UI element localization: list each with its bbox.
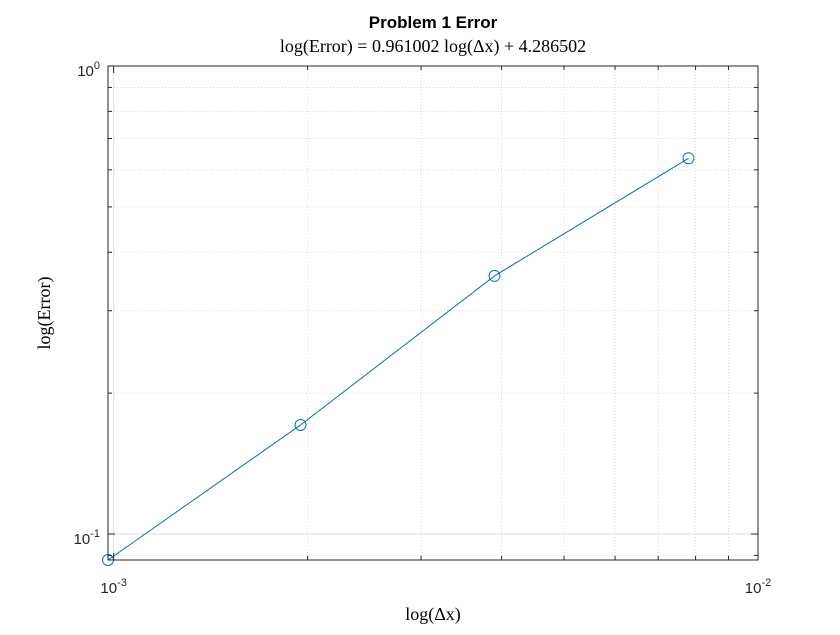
plot-area — [108, 66, 758, 560]
data-point-marker — [682, 152, 695, 165]
series-line — [107, 157, 689, 561]
series-layer — [102, 152, 695, 566]
tick-labels: 10-3 10-2 10-1 100 — [74, 60, 772, 597]
x-axis-label: log(Δx) — [405, 604, 461, 625]
x-tick-label: 10-3 — [100, 577, 126, 597]
y-tick-label: 10-1 — [74, 528, 100, 548]
y-axis-label: log(Error) — [34, 277, 55, 350]
tick-marks — [108, 65, 759, 560]
chart-title: Problem 1 Error — [369, 13, 498, 32]
data-point-marker — [488, 269, 501, 282]
chart-subtitle: log(Error) = 0.961002 log(Δx) + 4.286502 — [280, 36, 586, 57]
x-tick-label: 10-2 — [745, 577, 771, 597]
axes-box — [107, 65, 759, 561]
data-point-marker — [294, 418, 307, 431]
y-tick-label: 100 — [77, 60, 100, 80]
grid — [108, 65, 759, 560]
